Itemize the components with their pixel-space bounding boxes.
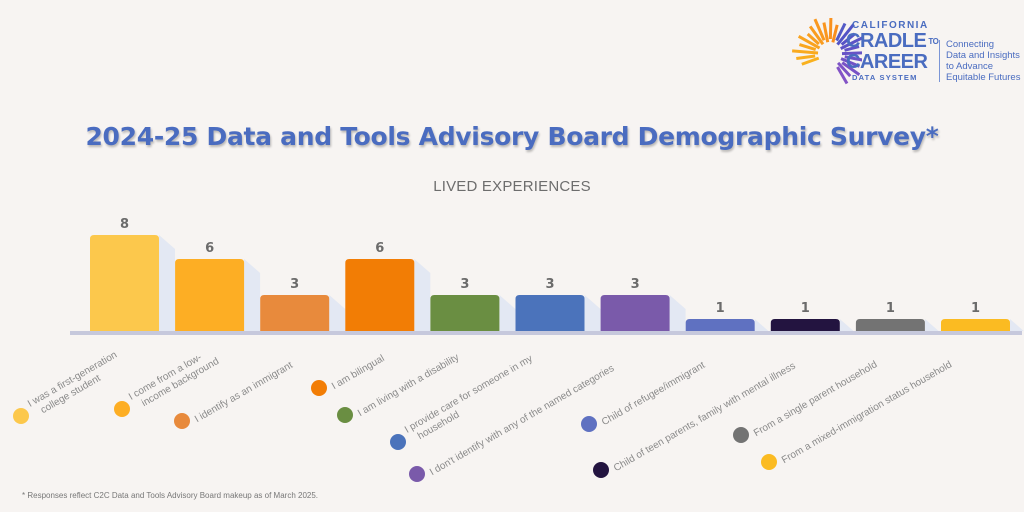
bar: [941, 319, 1010, 331]
x-axis-baseline: [70, 331, 1022, 335]
bar-shadow: [329, 295, 346, 331]
logo-divider: [939, 40, 940, 82]
data-label: 1: [886, 301, 895, 316]
bar: [855, 319, 925, 331]
data-label: 8: [120, 217, 129, 232]
bar-shadow: [924, 319, 941, 333]
legend-label-line: I am bilingual: [330, 353, 387, 392]
data-label: 1: [716, 301, 725, 316]
bar-shadow: [244, 259, 261, 331]
bar-shadow: [754, 319, 771, 333]
legend-dot: [174, 413, 190, 429]
logo-california: CALIFORNIA: [852, 20, 929, 31]
bar: [430, 295, 500, 331]
bar: [90, 235, 159, 331]
legend-label-line: I was a first-generation: [26, 350, 119, 410]
data-label: 6: [205, 241, 214, 256]
logo-ray: [806, 32, 820, 46]
bar-shadow: [159, 235, 175, 331]
logo-ray: [822, 22, 830, 43]
legend-dot: [114, 401, 130, 417]
c2c-logo: CALIFORNIA CRADLE TO CAREER DATA SYSTEM C…: [790, 14, 1020, 94]
bar: [685, 319, 755, 331]
logo-ray: [813, 18, 826, 41]
legend-dot: [593, 462, 609, 478]
data-label: 1: [971, 301, 980, 316]
legend-dot: [733, 427, 749, 443]
bar: [175, 259, 245, 331]
logo-ray: [840, 32, 856, 46]
logo-ray: [831, 24, 839, 43]
logo-tagline-line: Equitable Futures: [946, 72, 1021, 83]
bar-shadow: [839, 319, 856, 333]
logo-ray: [808, 25, 825, 46]
logo-career: CAREER: [846, 51, 928, 74]
data-label: 3: [460, 277, 469, 292]
legend-dot: [390, 434, 406, 450]
legend-dot: [581, 416, 597, 432]
bar-shadow: [499, 295, 516, 331]
logo-tagline-line: Data and Insights: [946, 50, 1020, 61]
logo-ray: [798, 43, 817, 52]
legend-label: From a single parent household: [752, 359, 879, 439]
logo-ray: [840, 36, 862, 50]
logo-ray: [801, 56, 820, 66]
data-label: 1: [801, 301, 810, 316]
data-label: 6: [375, 241, 384, 256]
logo-data-system: DATA SYSTEM: [852, 73, 918, 83]
logo-ray: [844, 55, 862, 62]
bar: [770, 319, 840, 331]
logo-ray: [792, 49, 819, 55]
bar-shadow: [584, 295, 601, 331]
logo-ray: [836, 61, 852, 78]
legend-label: I come from a low-income background: [127, 352, 221, 409]
logo-ray: [840, 57, 861, 68]
bar-shadow: [1010, 319, 1024, 332]
legend-dot: [761, 454, 777, 470]
bar: [600, 295, 670, 331]
logo-ray: [828, 17, 833, 40]
logo-tagline-line: to Advance: [946, 61, 994, 72]
legend-dot: [337, 407, 353, 423]
bar-shadow: [414, 259, 431, 331]
logo-tagline-line: Connecting: [946, 39, 995, 50]
footnote: * Responses reflect C2C Data and Tools A…: [22, 491, 319, 500]
data-label: 3: [290, 277, 299, 292]
logo-to: TO: [928, 37, 939, 47]
logo-ray: [844, 45, 860, 52]
logo-ray: [836, 66, 849, 85]
logo-ray: [835, 22, 847, 42]
legend-label: I provide care for someone in myhousehol…: [403, 353, 535, 442]
logo-cradle: CRADLE: [846, 30, 927, 52]
bar: [260, 295, 330, 331]
logo-ray: [841, 51, 862, 56]
legend-label-line: From a single parent household: [752, 359, 879, 439]
bar: [345, 259, 415, 331]
bar-shadow: [669, 295, 686, 331]
logo-ray: [796, 54, 816, 60]
logo-ray: [797, 34, 821, 50]
data-label: 3: [545, 277, 554, 292]
legend-label: I am bilingual: [330, 353, 387, 392]
legend-dot: [409, 466, 425, 482]
logo-ray: [841, 61, 861, 76]
sunburst-icon: [792, 17, 862, 85]
chart-title: 2024-25 Data and Tools Advisory Board De…: [85, 122, 939, 151]
chart-subtitle: LIVED EXPERIENCES: [433, 178, 591, 195]
logo-tagline: Connecting Data and Insights to Advance …: [946, 39, 1020, 83]
bar: [515, 295, 585, 331]
logo-wordmark: CALIFORNIA CRADLE TO CAREER DATA SYSTEM: [846, 20, 939, 83]
logo-ray: [836, 23, 855, 46]
data-label: 3: [631, 277, 640, 292]
legend-dot: [311, 380, 327, 396]
legend-dot: [13, 408, 29, 424]
